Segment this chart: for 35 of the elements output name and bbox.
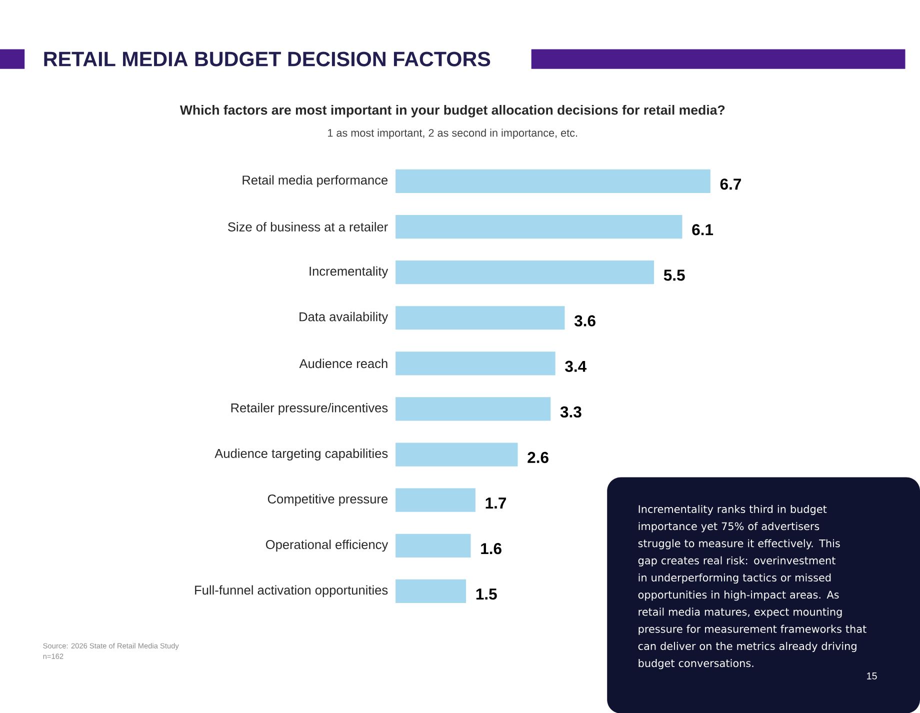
bar <box>396 442 518 466</box>
y-tick-label: Data availability <box>300 312 388 324</box>
y-tick-label: Incrementality <box>310 266 388 278</box>
y-tick-label: Full-funnel activation opportunities <box>195 585 388 598</box>
data-label: 2.6 <box>528 452 548 463</box>
chart-subtitle: Which factors are most important in your budget allocation decisions for retail media? <box>180 104 725 118</box>
y-tick-label: Retailer pressure/incentives <box>231 402 388 415</box>
bar <box>396 351 556 376</box>
data-label: 6.7 <box>720 178 741 190</box>
bar <box>396 306 565 330</box>
bar <box>396 169 710 193</box>
chart-title: RETAIL MEDIA BUDGET DECISION FACTORS <box>44 52 490 66</box>
y-tick-label: Audience targeting capabilities <box>214 448 388 460</box>
data-label: 3.4 <box>565 360 587 372</box>
data-label: 1.7 <box>486 497 506 508</box>
data-label: 5.5 <box>664 270 685 281</box>
y-tick-label: Retail media performance <box>242 175 388 187</box>
data-label: 3.3 <box>560 406 582 418</box>
bar <box>396 579 466 603</box>
data-label: 1.6 <box>481 542 502 554</box>
bar <box>396 214 682 238</box>
bar <box>396 397 551 421</box>
data-label: 6.1 <box>692 224 714 236</box>
text: 15 <box>867 672 877 680</box>
data-label: 1.5 <box>476 588 497 600</box>
y-tick-label: Operational efficiency <box>266 540 388 552</box>
data-label: 3.6 <box>574 315 596 326</box>
text: 1 as most important, 2 as second in importance, etc. <box>328 128 578 139</box>
bar <box>396 260 654 284</box>
y-tick-label: Size of business at a retailer <box>228 222 388 232</box>
text: Incrementality ranks third in budget importance yet 75% of advertisers struggle to measure it effectively. This gap creates real risk: overinvestment in underperforming tactics or missed opportunities in high-impact areas. As retail media matures, expect mounting pressure for measurement frameworks that can deliver on the metrics already driving budget conversations. <box>638 504 866 669</box>
y-tick-label: Audience reach <box>299 358 388 368</box>
bar <box>396 488 476 512</box>
y-tick-label: Competitive pressure <box>268 494 388 506</box>
bar <box>396 534 471 558</box>
